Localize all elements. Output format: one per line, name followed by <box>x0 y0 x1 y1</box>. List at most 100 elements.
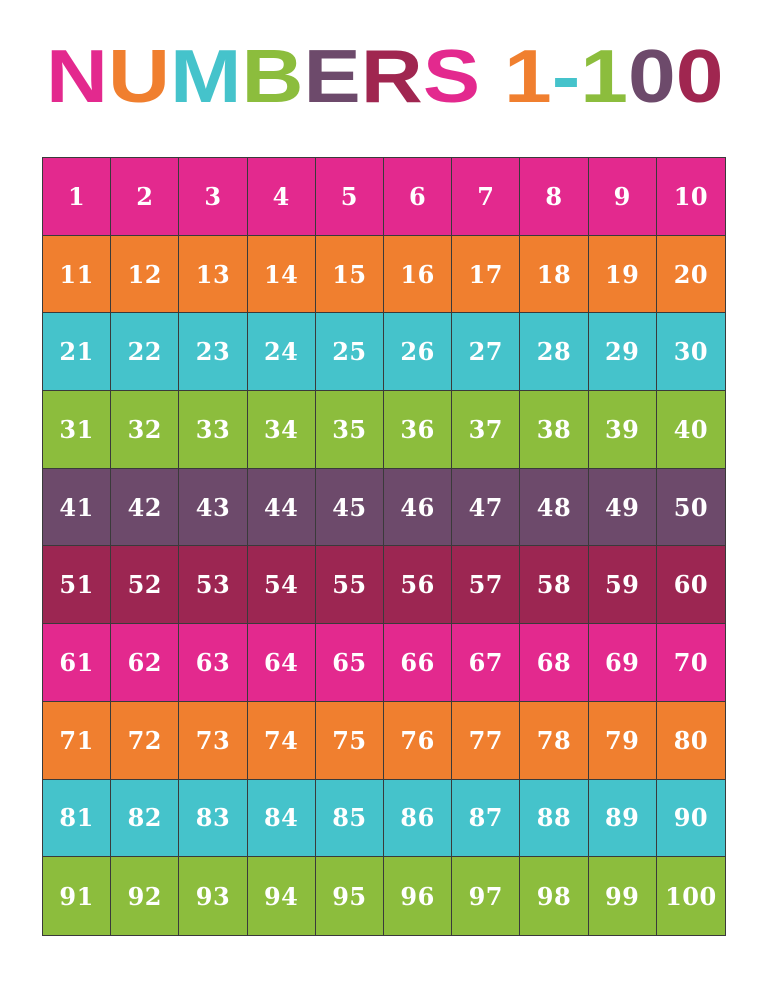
number-cell: 18 <box>520 235 589 314</box>
number-cell: 72 <box>111 701 180 780</box>
title-letter: U <box>108 33 171 118</box>
number-cell: 61 <box>43 624 112 702</box>
number-grid: 1 2 3 4 5 6 7 8 9 10 11 12 13 14 15 16 17 18 19 20 21 22 23 24 2… <box>42 157 726 936</box>
number-cell: 87 <box>452 779 521 858</box>
number-cell: 95 <box>315 857 384 935</box>
number-cell: 83 <box>179 779 248 858</box>
number-cell: 42 <box>111 468 180 547</box>
number-cell: 25 <box>315 313 384 392</box>
number-cell: 85 <box>315 779 384 858</box>
number-cell: 55 <box>315 546 384 625</box>
title-letter: - <box>551 33 581 118</box>
number-cell: 19 <box>588 235 657 314</box>
title-letter: 1 <box>580 33 629 118</box>
number-cell: 75 <box>315 701 384 780</box>
number-cell: 70 <box>656 624 725 702</box>
number-cell: 22 <box>111 313 180 392</box>
number-cell: 51 <box>43 546 112 625</box>
number-cell: 16 <box>383 235 453 314</box>
title-letter: S <box>422 33 481 118</box>
number-cell: 88 <box>520 779 589 858</box>
number-cell: 69 <box>588 624 657 702</box>
number-cell: 33 <box>179 391 248 469</box>
number-cell: 79 <box>588 701 657 780</box>
number-cell: 67 <box>452 624 521 702</box>
title-letter: B <box>241 33 304 118</box>
number-cell: 1 <box>43 158 112 236</box>
number-cell: 39 <box>588 391 657 469</box>
title-letter: M <box>170 33 242 118</box>
number-cell: 43 <box>179 468 248 547</box>
number-cell: 27 <box>452 313 521 392</box>
number-cell: 89 <box>588 779 657 858</box>
number-cell: 9 <box>588 158 657 236</box>
number-cell: 30 <box>656 313 725 392</box>
number-cell: 6 <box>383 158 453 236</box>
number-cell: 38 <box>520 391 589 469</box>
number-cell: 59 <box>588 546 657 625</box>
number-cell: 84 <box>247 779 316 858</box>
number-cell: 57 <box>452 546 521 625</box>
title-letter: 0 <box>675 33 724 118</box>
number-cell: 48 <box>520 468 589 547</box>
number-cell: 76 <box>383 701 453 780</box>
title-letter: N <box>46 33 109 118</box>
number-cell: 36 <box>383 391 453 469</box>
number-cell: 58 <box>520 546 589 625</box>
title-letter <box>480 38 504 115</box>
page-title: NUMBERS 1-100 <box>46 33 724 118</box>
number-cell: 14 <box>247 235 316 314</box>
number-cell: 81 <box>43 779 112 858</box>
number-cell: 4 <box>247 158 316 236</box>
number-cell: 98 <box>520 857 589 935</box>
number-cell: 47 <box>452 468 521 547</box>
number-cell: 65 <box>315 624 384 702</box>
number-cell: 26 <box>383 313 453 392</box>
number-cell: 50 <box>656 468 725 547</box>
number-cell: 44 <box>247 468 316 547</box>
number-cell: 35 <box>315 391 384 469</box>
number-cell: 56 <box>383 546 453 625</box>
title-letter: E <box>303 33 361 118</box>
number-cell: 91 <box>43 857 112 935</box>
number-cell: 63 <box>179 624 248 702</box>
number-cell: 10 <box>656 158 725 236</box>
number-cell: 100 <box>656 857 725 935</box>
number-cell: 74 <box>247 701 316 780</box>
number-cell: 77 <box>452 701 521 780</box>
number-cell: 90 <box>656 779 725 858</box>
number-cell: 94 <box>247 857 316 935</box>
number-cell: 37 <box>452 391 521 469</box>
number-cell: 99 <box>588 857 657 935</box>
number-cell: 15 <box>315 235 384 314</box>
number-cell: 31 <box>43 391 112 469</box>
number-cell: 11 <box>43 235 112 314</box>
number-cell: 28 <box>520 313 589 392</box>
title-letter: 1 <box>503 33 552 118</box>
number-cell: 46 <box>383 468 453 547</box>
title-letter: R <box>360 33 423 118</box>
number-cell: 93 <box>179 857 248 935</box>
number-cell: 97 <box>452 857 521 935</box>
title-letter: 0 <box>628 33 676 118</box>
number-cell: 78 <box>520 701 589 780</box>
number-cell: 2 <box>111 158 180 236</box>
number-cell: 13 <box>179 235 248 314</box>
number-cell: 86 <box>383 779 453 858</box>
number-cell: 34 <box>247 391 316 469</box>
number-cell: 54 <box>247 546 316 625</box>
number-cell: 40 <box>656 391 725 469</box>
number-cell: 82 <box>111 779 180 858</box>
number-cell: 62 <box>111 624 180 702</box>
number-cell: 52 <box>111 546 180 625</box>
number-cell: 64 <box>247 624 316 702</box>
number-cell: 17 <box>452 235 521 314</box>
number-cell: 41 <box>43 468 112 547</box>
number-cell: 21 <box>43 313 112 392</box>
number-cell: 20 <box>656 235 725 314</box>
number-cell: 53 <box>179 546 248 625</box>
number-cell: 12 <box>111 235 180 314</box>
number-cell: 71 <box>43 701 112 780</box>
number-cell: 73 <box>179 701 248 780</box>
number-cell: 66 <box>383 624 453 702</box>
